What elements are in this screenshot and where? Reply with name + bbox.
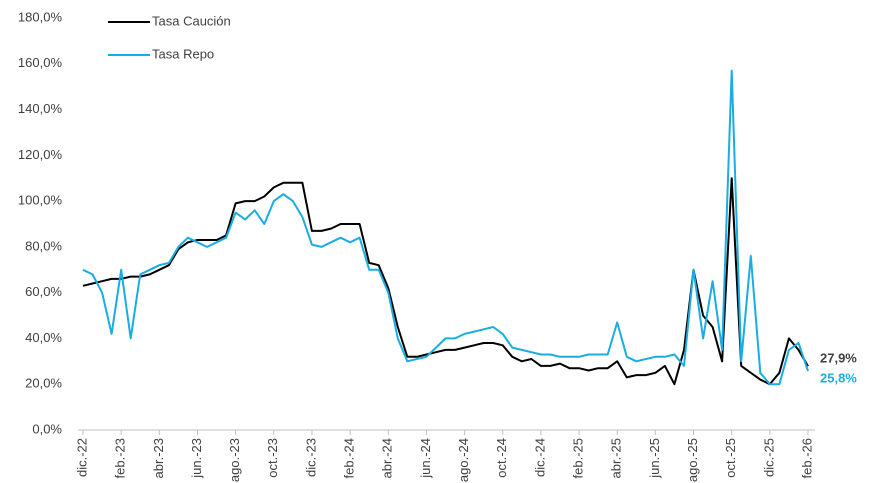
legend-label: Tasa Caución	[152, 13, 231, 28]
x-tick-label: abr.-25	[609, 438, 624, 478]
y-tick-label: 140,0%	[18, 101, 63, 116]
x-tick-label: dic.-22	[74, 438, 89, 477]
x-tick-label: feb.-26	[799, 438, 814, 478]
x-tick-label: feb.-23	[113, 438, 128, 478]
x-tick-label: dic.-25	[761, 438, 776, 477]
x-tick-label: jun.-25	[647, 438, 662, 479]
x-tick-label: ago.-24	[456, 438, 471, 482]
y-tick-label: 180,0%	[18, 9, 63, 24]
x-tick-label: jun.-23	[189, 438, 204, 479]
y-tick-label: 160,0%	[18, 55, 63, 70]
y-tick-label: 60,0%	[25, 284, 62, 299]
x-tick-label: abr.-23	[151, 438, 166, 478]
end-label: 27,9%	[820, 351, 857, 366]
y-tick-label: 100,0%	[18, 193, 63, 208]
series-line	[82, 69, 809, 386]
series-line	[82, 177, 809, 386]
y-tick-label: 40,0%	[25, 330, 62, 345]
y-tick-label: 0,0%	[32, 421, 62, 436]
legend-label: Tasa Repo	[152, 46, 214, 61]
x-tick-label: feb.-25	[570, 438, 585, 478]
x-tick-label: feb.-24	[342, 438, 357, 478]
y-tick-label: 80,0%	[25, 238, 62, 253]
x-tick-label: dic.-23	[303, 438, 318, 477]
end-label: 25,8%	[820, 370, 857, 385]
x-tick-label: ago.-25	[685, 438, 700, 482]
x-tick-label: jun.-24	[418, 438, 433, 479]
x-tick-label: dic.-24	[532, 438, 547, 477]
y-tick-label: 20,0%	[25, 376, 62, 391]
x-tick-label: oct.-23	[265, 438, 280, 478]
y-tick-label: 120,0%	[18, 147, 63, 162]
x-tick-label: abr.-24	[380, 438, 395, 478]
x-tick-label: oct.-25	[723, 438, 738, 478]
x-tick-label: oct.-24	[494, 438, 509, 478]
x-tick-label: ago.-23	[227, 438, 242, 482]
